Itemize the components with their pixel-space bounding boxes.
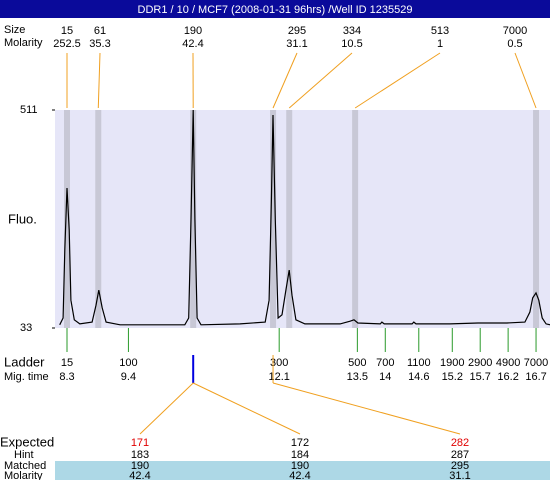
- peak-molarity: 42.4: [182, 38, 203, 50]
- trace: [59, 109, 550, 326]
- peak-molarity: 1: [437, 38, 443, 50]
- ladder-time: 15.2: [442, 371, 463, 383]
- expected-molarity: 31.1: [449, 470, 470, 480]
- peak-size: 15: [61, 25, 73, 37]
- peak-band: [270, 110, 277, 328]
- expected-connector: [139, 382, 194, 435]
- peak-band: [190, 110, 197, 328]
- matched-label: Matched: [4, 460, 46, 472]
- y-tick-label: 511: [20, 104, 38, 116]
- matched-value: 295: [451, 460, 469, 472]
- expected-value: 171: [131, 437, 149, 449]
- chart-title: DDR1 / 10 / MCF7 (2008-01-31 96hrs) /Wel…: [138, 4, 413, 16]
- peak-size: 513: [431, 25, 449, 37]
- ladder-time: 9.4: [121, 371, 136, 383]
- peak-size: 190: [184, 25, 202, 37]
- plot-area: [55, 110, 550, 328]
- hint-value: 183: [131, 449, 149, 461]
- peak-band: [286, 110, 293, 328]
- ladder-time: 8.3: [59, 371, 74, 383]
- expected-value: 282: [451, 437, 469, 449]
- peak-band: [95, 110, 102, 328]
- expected-connector: [192, 382, 301, 435]
- hint-label: Hint: [14, 449, 34, 461]
- ladder-size: 2900: [468, 357, 492, 369]
- expected-molarity-label: Molarity: [4, 470, 43, 480]
- ladder-size: 7000: [524, 357, 548, 369]
- expected-connector: [272, 382, 461, 435]
- y-axis-label: Fluo.: [8, 211, 37, 226]
- ladder-time: 16.2: [497, 371, 518, 383]
- expected-value: 172: [291, 437, 309, 449]
- ladder-time: 14: [379, 371, 391, 383]
- peak-band: [533, 110, 540, 328]
- peak-connector: [514, 52, 537, 109]
- matched-value: 190: [291, 460, 309, 472]
- matched-row-bg: [55, 461, 550, 480]
- peak-band: [64, 110, 71, 328]
- y-tick-label: 33: [20, 322, 32, 334]
- peaks-molarity-label: Molarity: [4, 37, 43, 49]
- ladder-size: 15: [61, 357, 73, 369]
- peak-molarity: 31.1: [286, 38, 307, 50]
- ladder-time: 12.1: [268, 371, 289, 383]
- peak-molarity: 35.3: [89, 38, 110, 50]
- peak-connector: [288, 52, 353, 109]
- expected-molarity: 42.4: [129, 470, 150, 480]
- peak-band: [352, 110, 359, 328]
- ladder-size: 1100: [407, 357, 431, 369]
- mig-time-label: Mig. time: [4, 371, 49, 383]
- ladder-size: 500: [348, 357, 366, 369]
- ladder-size: 700: [376, 357, 394, 369]
- ladder-size: 300: [270, 357, 288, 369]
- peak-connector: [354, 52, 441, 109]
- matched-value: 190: [131, 460, 149, 472]
- hint-value: 184: [291, 449, 309, 461]
- peak-connector: [97, 52, 101, 109]
- peak-molarity: 252.5: [53, 38, 81, 50]
- ladder-time: 15.7: [469, 371, 490, 383]
- peak-connector: [272, 52, 298, 109]
- peak-size: 61: [94, 25, 106, 37]
- peaks-size-label: Size: [4, 24, 25, 36]
- ladder-size: 1900: [440, 357, 464, 369]
- peak-molarity: 0.5: [507, 38, 522, 50]
- ladder-label: Ladder: [4, 354, 45, 369]
- expected-molarity: 42.4: [289, 470, 310, 480]
- ladder-time: 14.6: [408, 371, 429, 383]
- expected-label: Expected: [0, 434, 54, 449]
- peak-molarity: 10.5: [341, 38, 362, 50]
- hint-value: 287: [451, 449, 469, 461]
- ladder-time: 13.5: [347, 371, 368, 383]
- peak-size: 334: [343, 25, 361, 37]
- ladder-time: 16.7: [525, 371, 546, 383]
- ladder-size: 100: [119, 357, 137, 369]
- peak-size: 295: [288, 25, 306, 37]
- header-bar: [0, 0, 550, 18]
- peak-size: 7000: [503, 25, 527, 37]
- ladder-size: 4900: [496, 357, 520, 369]
